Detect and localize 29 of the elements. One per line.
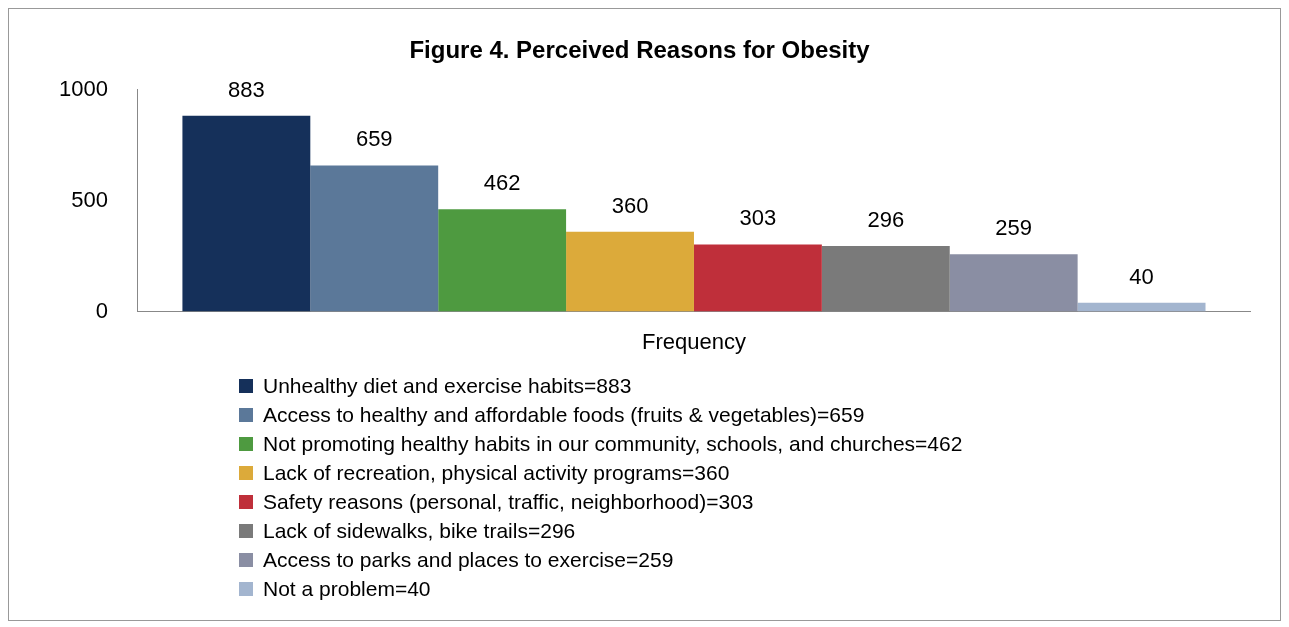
y-tick-label: 1000 xyxy=(58,75,108,101)
data-label: 259 xyxy=(995,215,1033,241)
y-tick-label: 500 xyxy=(71,186,108,212)
bar xyxy=(1077,302,1206,312)
data-label: 659 xyxy=(355,126,393,152)
bar xyxy=(566,231,694,312)
data-label: 40 xyxy=(1129,263,1154,289)
legend-label: Lack of sidewalks, bike trails=296 xyxy=(263,518,576,544)
x-tick-label: Frequency xyxy=(641,328,746,354)
legend-label: Lack of recreation, physical activity programs=360 xyxy=(263,460,730,486)
legend-label: Safety reasons (personal, traffic, neighborhood)=303 xyxy=(263,489,754,515)
bar xyxy=(821,245,950,312)
legend-label: Unhealthy diet and exercise habits=883 xyxy=(263,373,632,399)
legend-label: Not promoting healthy habits in our community, schools, and churches=462 xyxy=(263,431,963,457)
legend-label: Access to parks and places to exercise=259 xyxy=(263,547,674,573)
data-label: 360 xyxy=(611,192,649,218)
bar xyxy=(182,115,311,312)
bar xyxy=(949,254,1078,312)
data-label: 303 xyxy=(739,205,777,231)
data-label: 462 xyxy=(483,170,521,196)
y-tick-label: 0 xyxy=(95,297,108,323)
chart-title: Figure 4. Perceived Reasons for Obesity xyxy=(409,36,871,64)
data-label: 296 xyxy=(867,207,905,233)
data-label: 883 xyxy=(228,76,265,102)
legend-label: Not a problem=40 xyxy=(263,576,431,602)
bar xyxy=(310,165,439,312)
bar xyxy=(693,244,822,312)
bar xyxy=(438,209,567,312)
legend-label: Access to healthy and affordable foods (fruits & vegetables)=659 xyxy=(263,402,865,428)
